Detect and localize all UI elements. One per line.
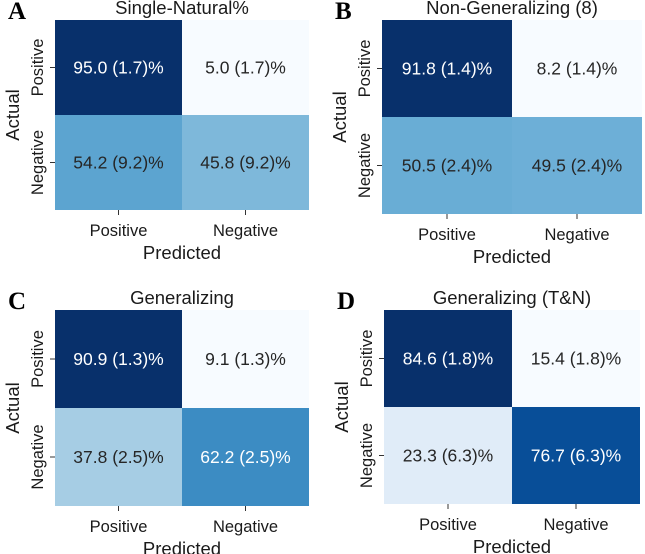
heatmap-cell-b-r0-c0 <box>382 20 512 117</box>
x-tick-label-a-0: Positive <box>90 222 148 240</box>
x-tick-label-b-1: Negative <box>544 226 609 244</box>
x-tick-label-c-0: Positive <box>90 518 148 536</box>
heatmap-cell-a-r1-c0 <box>55 115 182 210</box>
cell-label-b-r1-c0: 50.5 (2.4)% <box>402 156 492 176</box>
panel-d: 84.6 (1.8)% 15.4 (1.8)% 23.3 (6.3)% 76.7 (6… <box>331 287 640 554</box>
x-tick-label-b-0: Positive <box>418 226 476 244</box>
heatmap-cell-b-r1-c0 <box>382 117 512 214</box>
y-axis-title-d: Actual <box>331 381 352 432</box>
panel-letter-c: C <box>8 288 26 315</box>
x-tick-label-a-1: Negative <box>213 222 278 240</box>
heatmap-cell-d-r0-c0 <box>384 310 512 407</box>
x-axis-title-a: Predicted <box>143 242 221 263</box>
heatmap-cell-b-r0-c1 <box>512 20 642 117</box>
x-tick-label-d-0: Positive <box>419 516 477 534</box>
x-tick-label-c-1: Negative <box>213 518 278 536</box>
panel-letter-b: B <box>335 0 352 25</box>
heatmap-cell-c-r1-c1 <box>182 408 309 506</box>
y-axis-title-c: Actual <box>2 382 23 433</box>
x-tick-label-d-1: Negative <box>543 516 608 534</box>
panel-title-c: Generalizing <box>130 287 234 308</box>
cell-label-d-r1-c0: 23.3 (6.3)% <box>403 446 493 466</box>
heatmap-cell-c-r0-c0 <box>55 310 182 408</box>
cell-label-d-r0-c0: 84.6 (1.8)% <box>403 349 493 369</box>
cell-label-c-r0-c1: 9.1 (1.3)% <box>205 349 286 369</box>
y-tick-label-a-1: Negative <box>29 130 47 195</box>
cell-label-a-r0-c1: 5.0 (1.7)% <box>205 58 286 78</box>
heatmap-cell-c-r1-c0 <box>55 408 182 506</box>
y-tick-label-d-0: Positive <box>358 330 376 388</box>
panel-b: 91.8 (1.4)% 8.2 (1.4)% 50.5 (2.4)% 49.5 (2.… <box>329 0 642 267</box>
cell-label-b-r0-c0: 91.8 (1.4)% <box>402 59 492 79</box>
cell-label-c-r1-c1: 62.2 (2.5)% <box>200 447 290 467</box>
cell-label-a-r0-c0: 95.0 (1.7)% <box>73 58 163 78</box>
panel-title-a: Single-Natural% <box>115 0 249 18</box>
heatmap-cell-d-r1-c0 <box>384 407 512 504</box>
x-axis-title-b: Predicted <box>473 246 551 267</box>
cell-label-a-r1-c1: 45.8 (9.2)% <box>200 153 290 173</box>
heatmap-cell-b-r1-c1 <box>512 117 642 214</box>
panel-a: 95.0 (1.7)% 5.0 (1.7)% 54.2 (9.2)% 45.8 (9.… <box>2 0 309 263</box>
y-tick-label-d-1: Negative <box>358 423 376 488</box>
cell-label-c-r1-c0: 37.8 (2.5)% <box>73 447 163 467</box>
y-axis-title-b: Actual <box>329 91 350 142</box>
panel-letter-d: D <box>337 288 355 315</box>
cell-label-b-r1-c1: 49.5 (2.4)% <box>532 156 622 176</box>
heatmap-cell-a-r0-c1 <box>182 20 309 115</box>
cell-label-d-r1-c1: 76.7 (6.3)% <box>531 446 621 466</box>
heatmap-cell-a-r1-c1 <box>182 115 309 210</box>
heatmap-cell-c-r0-c1 <box>182 310 309 408</box>
heatmap-cell-a-r0-c0 <box>55 20 182 115</box>
y-axis-title-a: Actual <box>2 89 23 140</box>
y-tick-label-c-0: Positive <box>29 330 47 388</box>
x-axis-title-c: Predicted <box>143 538 221 554</box>
y-tick-label-b-1: Negative <box>356 133 374 198</box>
cell-label-d-r0-c1: 15.4 (1.8)% <box>531 349 621 369</box>
heatmap-cell-d-r1-c1 <box>512 407 640 504</box>
panel-title-d: Generalizing (T&N) <box>433 287 591 308</box>
cell-label-b-r0-c1: 8.2 (1.4)% <box>537 59 618 79</box>
heatmap-cell-d-r0-c1 <box>512 310 640 407</box>
y-tick-label-c-1: Negative <box>29 424 47 489</box>
panel-c: 90.9 (1.3)% 9.1 (1.3)% 37.8 (2.5)% 62.2 (2.… <box>2 287 309 554</box>
x-axis-title-d: Predicted <box>473 536 551 554</box>
y-tick-label-a-0: Positive <box>29 39 47 97</box>
y-tick-label-b-0: Positive <box>356 40 374 98</box>
cell-label-a-r1-c0: 54.2 (9.2)% <box>73 153 163 173</box>
panel-title-b: Non-Generalizing (8) <box>426 0 598 18</box>
cell-label-c-r0-c0: 90.9 (1.3)% <box>73 349 163 369</box>
panel-letter-a: A <box>8 0 26 25</box>
